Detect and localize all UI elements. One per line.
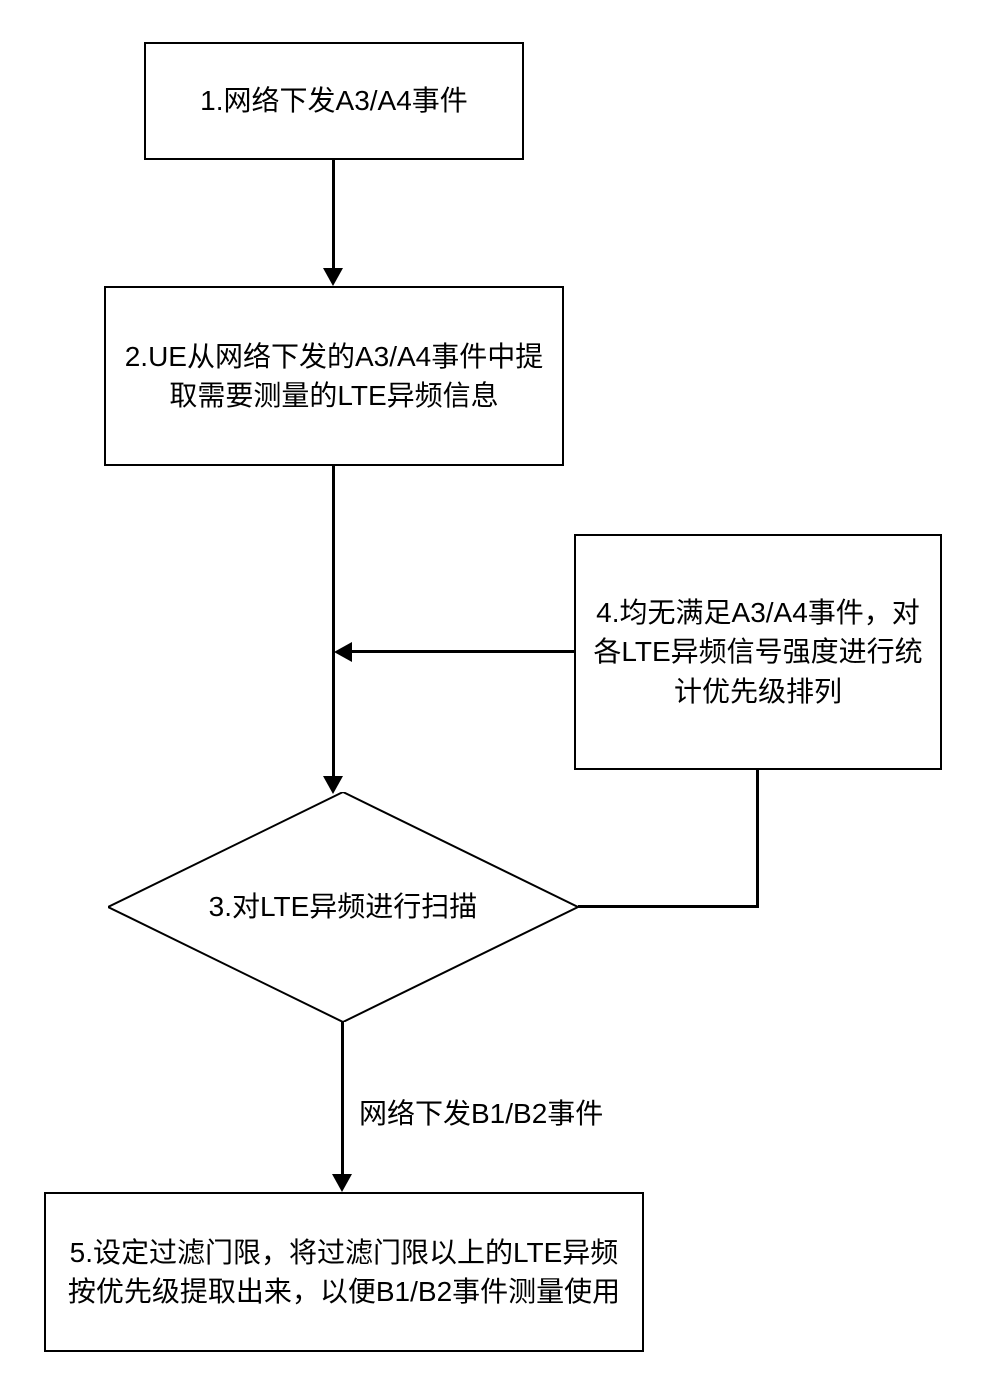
step2-box: 2.UE从网络下发的A3/A4事件中提取需要测量的LTE异频信息 [104, 286, 564, 466]
step4-text: 4.均无满足A3/A4事件，对各LTE异频信号强度进行统计优先级排列 [591, 593, 925, 711]
arrow-4-merge [352, 650, 574, 653]
step1-box: 1.网络下发A3/A4事件 [144, 42, 524, 160]
arrow-3-5-head [332, 1174, 352, 1192]
arrow-3-5-label: 网络下发B1/B2事件 [355, 1090, 607, 1134]
step2-text: 2.UE从网络下发的A3/A4事件中提取需要测量的LTE异频信息 [121, 337, 547, 415]
step4-box: 4.均无满足A3/A4事件，对各LTE异频信号强度进行统计优先级排列 [574, 534, 942, 770]
step5-box: 5.设定过滤门限，将过滤门限以上的LTE异频按优先级提取出来，以便B1/B2事件… [44, 1192, 644, 1352]
step3-text: 3.对LTE异频进行扫描 [209, 887, 478, 926]
arrow-4-merge-head [334, 642, 352, 662]
arrow-1-2-head [323, 268, 343, 286]
step3-diamond: 3.对LTE异频进行扫描 [108, 792, 578, 1022]
arrow-2-3 [332, 466, 335, 776]
flowchart-container: 1.网络下发A3/A4事件 2.UE从网络下发的A3/A4事件中提取需要测量的L… [0, 0, 986, 1384]
arrow-3-4-v [756, 770, 759, 908]
step5-text: 5.设定过滤门限，将过滤门限以上的LTE异频按优先级提取出来，以便B1/B2事件… [61, 1233, 627, 1311]
arrow-1-2 [332, 160, 335, 268]
arrow-3-4-h [578, 905, 758, 908]
arrow-3-5 [341, 1022, 344, 1174]
step1-text: 1.网络下发A3/A4事件 [200, 81, 468, 120]
